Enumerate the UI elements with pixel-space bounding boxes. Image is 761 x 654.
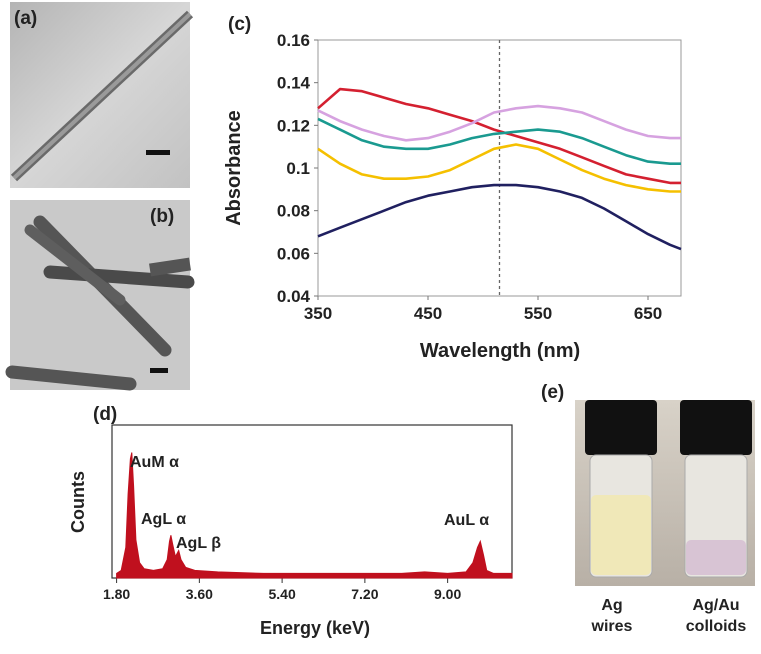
y-tick-label: 0.08	[277, 202, 310, 221]
page: (a) (b) (e) Ag wires Ag/Au colloids (c) Wavel…	[0, 0, 761, 649]
y-tick-label: 0.12	[277, 116, 310, 135]
y-tick-label: 0.06	[277, 244, 310, 263]
x-tick-label: 650	[634, 304, 662, 323]
photo-b: (b)	[10, 200, 190, 390]
vial-caption: Ag	[601, 597, 622, 614]
panel-label: (d)	[93, 404, 117, 425]
panel-label: (a)	[14, 8, 37, 29]
y-axis-label: Counts	[68, 471, 88, 533]
panel-label: (c)	[228, 14, 251, 35]
panel-label: (b)	[150, 206, 174, 227]
y-tick-label: 0.1	[286, 159, 310, 178]
vial-caption: wires	[591, 618, 633, 635]
x-tick-label: 450	[414, 304, 442, 323]
panel-label: (e)	[541, 382, 564, 403]
x-tick-label: 7.20	[351, 586, 378, 602]
y-tick-label: 0.14	[277, 74, 311, 93]
x-tick-label: 9.00	[434, 586, 461, 602]
peak-label: AuM α	[130, 454, 179, 471]
peak-label: AuL α	[444, 512, 489, 529]
y-axis-label: Absorbance	[223, 110, 245, 226]
figure: (a) (b) (e) Ag wires Ag/Au colloids (c) Wavel…	[0, 0, 761, 649]
vial-caption: Ag/Au	[692, 597, 739, 614]
x-tick-label: 1.80	[103, 586, 130, 602]
photo-e: (e)	[541, 382, 755, 586]
y-tick-label: 0.16	[277, 31, 310, 50]
peak-label: AgL β	[176, 535, 221, 552]
x-tick-label: 550	[524, 304, 552, 323]
x-tick-label: 3.60	[186, 586, 213, 602]
x-axis-label: Energy (keV)	[260, 618, 370, 638]
vial-caption: colloids	[686, 618, 747, 635]
x-tick-label: 350	[304, 304, 332, 323]
x-tick-label: 5.40	[268, 586, 295, 602]
x-axis-label: Wavelength (nm)	[420, 340, 580, 362]
peak-label: AgL α	[141, 511, 186, 528]
photo-a: (a)	[10, 2, 190, 188]
